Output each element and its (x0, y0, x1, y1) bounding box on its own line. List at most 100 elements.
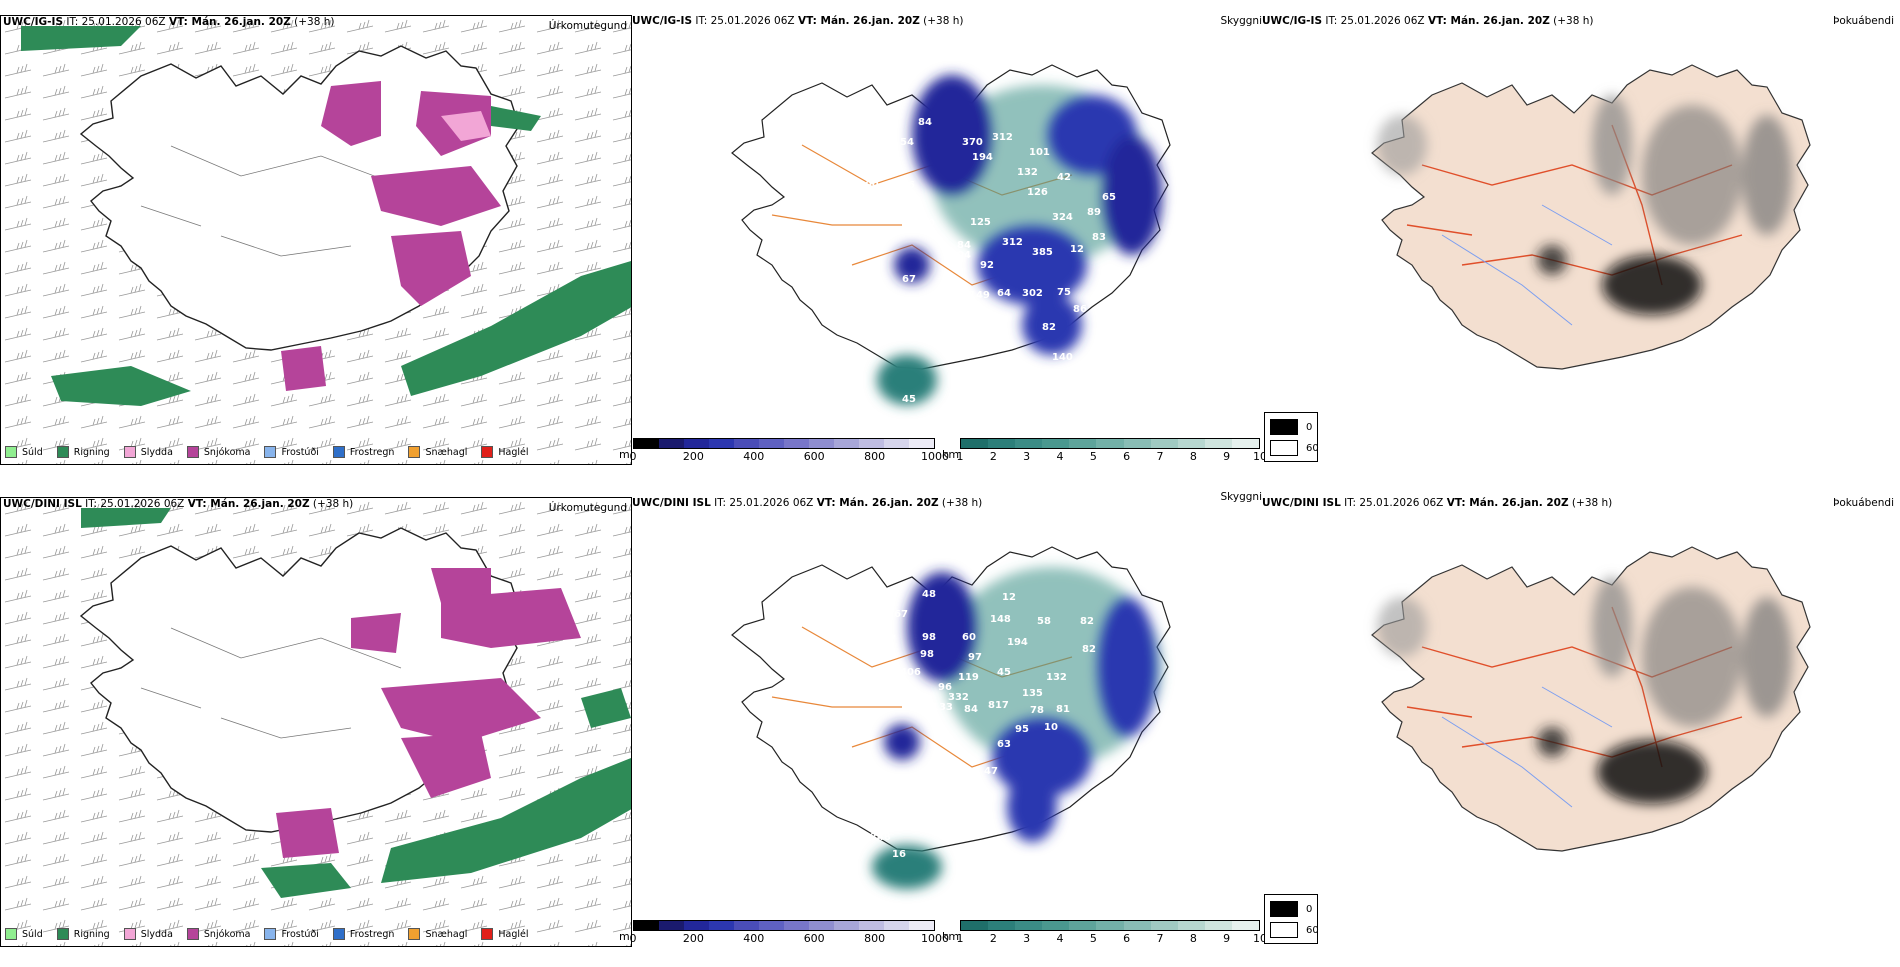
fog-map (1371, 546, 1811, 852)
snow-depth-label: 98 (922, 632, 936, 643)
colorbar-tick-label: 6 (1123, 450, 1131, 463)
visibility-colorbar-ticks: 1 2 3 4 5 6 7 8 9 10 (956, 932, 1268, 945)
snow-depth-label: 75 (1057, 287, 1071, 298)
legend-item: Súld (5, 446, 43, 458)
precip-type-panel: UWC/IG-IS IT: 25.01.2026 06Z VT: Mán. 26… (0, 15, 632, 465)
colorbar-swatch (1069, 439, 1097, 448)
legend-item: Frostregn (332, 446, 394, 458)
colorbar-tick-label: 200 (682, 450, 704, 463)
height-colorbar-swatches (633, 438, 935, 449)
snow-depth-label: 817 (988, 700, 1009, 711)
colorbar-swatch (1123, 921, 1151, 930)
snow-depth-label: 63 (997, 739, 1011, 750)
fog-legend-item: 60 (1270, 440, 1319, 456)
colorbar-tick-label: 6 (1123, 932, 1131, 945)
legend-item: Frostúði (264, 446, 319, 458)
colorbar-tick-label: 200 (682, 932, 704, 945)
snow-depth-label: 148 (990, 614, 1011, 625)
snow-depth-label: 100 (858, 180, 879, 191)
colorbar-tick-label: 7 (1156, 932, 1164, 945)
colorbar-swatch (859, 439, 884, 448)
colorbar-tick-label: 800 (864, 932, 886, 945)
colorbar-swatch (809, 439, 834, 448)
snow-depth-label: 385 (1032, 247, 1053, 258)
snow-depth-label: 135 (1022, 688, 1043, 699)
fog-legend: 0 60 (1264, 412, 1319, 462)
fog-title-left: UWC/DINI ISL IT: 25.01.2026 06Z VT: Mán.… (1262, 497, 1613, 509)
cloud-title-left: UWC/IG-IS IT: 25.01.2026 06Z VT: Mán. 26… (632, 15, 964, 27)
legend-item: Snjókoma (186, 928, 250, 940)
colorbar-swatch (961, 921, 989, 930)
snow-depth-label: 302 (1022, 288, 1043, 299)
colorbar-tick-label: 600 (803, 932, 825, 945)
snow-depth-label: 312 (1002, 237, 1023, 248)
height-colorbar: 0 200 400 600 800 1000 m (619, 920, 949, 945)
colorbar-swatch (859, 921, 884, 930)
forecast-row-1: UWC/IG-IS IT: 25.01.2026 06Z VT: Mán. 26… (0, 0, 1900, 475)
colorbar-tick-label: 400 (743, 932, 765, 945)
cloud-map: 78 48 67 98 148 58 87 98 60 12 82 406 97… (731, 546, 1171, 889)
colorbar-tick-label: 10 (1253, 932, 1267, 945)
colorbar-tick-label: 5 (1089, 450, 1097, 463)
snow-depth-label: 10 (1044, 722, 1058, 733)
precip-map (1, 16, 631, 464)
visibility-colorbar: 1 2 3 4 5 6 7 8 9 10 km (942, 438, 1268, 463)
snow-depth-label: 54 (900, 137, 914, 148)
colorbar-swatch (1015, 439, 1043, 448)
visibility-colorbar-ticks: 1 2 3 4 5 6 7 8 9 10 (957, 450, 1268, 463)
colorbar-swatch (684, 921, 709, 930)
colorbar-tick-label: 9 (1223, 932, 1231, 945)
snow-depth-label: 82 (1082, 644, 1096, 655)
snow-depth-label: 140 (914, 218, 935, 229)
snow-depth-label: 87 (882, 634, 896, 645)
snow-depth-label: 16 (892, 849, 906, 860)
colorbar-swatch (659, 921, 684, 930)
legend-item: Frostúði (264, 928, 319, 940)
colorbar-tick-label: 1000 (921, 932, 949, 945)
colorbar-swatch (884, 439, 909, 448)
legend-item: Rigning (56, 446, 110, 458)
snow-depth-label: 370 (962, 137, 983, 148)
colorbar-swatch (961, 439, 989, 448)
snow-depth-label: 60 (962, 632, 976, 643)
precip-title-right: Úrkomutegund (548, 20, 627, 32)
snow-depth-label: 84 (918, 117, 932, 128)
colorbar-swatch (909, 921, 934, 930)
fog-panel: UWC/DINI ISL IT: 25.01.2026 06Z VT: Mán.… (1262, 497, 1900, 967)
fog-legend-item: 60 (1270, 922, 1319, 938)
height-colorbar: 0 200 400 600 800 1000 m (619, 438, 950, 463)
colorbar-swatch (1231, 439, 1260, 448)
colorbar-swatch (709, 439, 734, 448)
colorbar-tick-label: 1 (956, 932, 964, 945)
snow-depth-label: 86 (1073, 304, 1087, 315)
colorbar-tick-label: 9 (1223, 450, 1231, 463)
height-colorbar-swatches (633, 920, 935, 931)
colorbar-tick-label: 10 (1253, 450, 1267, 463)
snow-depth-label: 42 (1057, 172, 1071, 183)
colorbar-swatch (1231, 921, 1260, 930)
precip-title-left: UWC/IG-IS IT: 25.01.2026 06Z VT: Mán. 26… (3, 16, 335, 28)
snow-depth-label: 125 (970, 217, 991, 228)
snow-depth-label: 140 (1052, 352, 1073, 363)
colorbar-swatch (784, 439, 809, 448)
colorbar-swatch (1096, 439, 1124, 448)
snow-depth-label: 47 (984, 766, 998, 777)
colorbar-swatch (734, 439, 759, 448)
colorbar-tick-label: 3 (1023, 932, 1031, 945)
colorbar-tick-label: 5 (1089, 932, 1097, 945)
colorbar-swatch (1204, 921, 1232, 930)
snow-depth-label: 67 (894, 609, 908, 620)
colorbar-tick-label: 8 (1189, 450, 1197, 463)
colorbar-tick-label: 4 (1056, 450, 1064, 463)
snow-depth-label: 82 (1080, 616, 1094, 627)
visibility-unit: km (942, 448, 960, 461)
snow-depth-label: 133 (932, 702, 953, 713)
fog-legend-item: 0 (1270, 901, 1312, 917)
colorbar-swatch (784, 921, 809, 930)
colorbar-swatch (659, 439, 684, 448)
height-colorbar-ticks: 0 200 400 600 800 1000 (630, 450, 950, 463)
colorbar-swatch (988, 439, 1016, 448)
snow-depth-label: 704 (950, 250, 971, 261)
legend-item: Haglél (481, 446, 529, 458)
snow-depth-label: 406 (900, 667, 921, 678)
